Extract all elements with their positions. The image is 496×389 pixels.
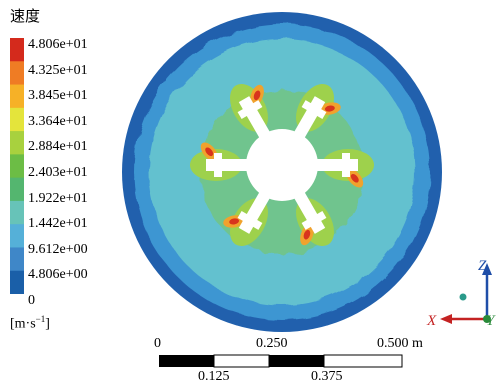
blade-tip-core [350,173,359,183]
legend-colorbar [10,38,24,294]
legend-tick-label: 2.884e+01 [28,139,88,155]
z-axis-label: Z [478,258,487,274]
scale-label-0-500: 0.500 m [377,336,423,351]
scale-label-0-125: 0.125 [198,369,230,384]
colorbar-segment [10,38,24,62]
impeller-blade-tip [214,153,222,177]
colorbar-segment [10,61,24,86]
colorbar-segment [10,154,24,179]
impeller-hub [246,129,318,201]
z-arrowhead-icon [482,263,492,275]
scale-segment-3 [269,355,324,367]
colorbar-segment [10,270,24,294]
colorbar-segment [10,177,24,202]
legend-tick-label: 2.403e+01 [28,165,88,180]
scale-label-0-250: 0.250 [256,336,288,351]
legend-tick-label: 4.806e+00 [28,267,88,283]
colorbar-segment [10,107,24,132]
scale-label-0: 0 [154,336,161,351]
legend-unit: [m·s−1] [10,314,50,333]
y-axis-label: Y [486,313,496,329]
scale-segment-1 [159,355,214,367]
impeller-blade-tip [301,210,327,230]
colorbar-segment [10,200,24,225]
colorbar-segment [10,131,24,155]
origin-marker-icon [459,293,467,301]
x-axis-label: X [426,313,437,329]
colorbar-segment [10,224,24,248]
impeller-blade-tip [237,100,263,120]
axis-triad: Z X Y [426,258,496,329]
legend-tick-label: 1.442e+01 [28,216,88,232]
legend-unit-exponent: −1 [35,314,46,324]
impeller-blade-tip [237,210,263,230]
colorbar-segment [10,247,24,272]
scale-segment-4 [323,354,403,368]
impeller-blade-tip [342,153,350,177]
velocity-contour-plot [122,12,442,332]
scale-segment-2 [213,354,270,368]
y-axis-dot [483,315,491,323]
scale-label-0-375: 0.375 [311,369,343,384]
blade-tip-core [229,218,240,225]
scale-bar-segments [159,354,403,368]
legend-unit-close: ] [45,316,50,332]
legend-unit-base: [m·s [10,316,36,332]
blade-tip-core [303,229,311,240]
scale-bar: 0 0.250 0.500 m 0.125 0.375 [0,336,496,389]
legend-title: 速度 [10,7,41,25]
legend-tick-label: 1.922e+01 [28,190,88,206]
legend-tick-label: 4.806e+01 [28,37,88,52]
blade-tip-core [205,147,214,157]
legend-tick-label: 4.325e+01 [28,62,88,78]
colorbar-segment [10,84,24,109]
legend-tick-label: 0 [28,293,35,308]
legend-tick-label: 3.845e+01 [28,88,88,104]
blade-tip-core [324,105,335,112]
legend-tick-label: 3.364e+01 [28,113,88,129]
blade-tip-core [253,90,261,101]
x-arrowhead-icon [440,314,452,324]
legend-tick-label: 9.612e+00 [28,241,88,257]
impeller-blade-tip [301,100,327,120]
